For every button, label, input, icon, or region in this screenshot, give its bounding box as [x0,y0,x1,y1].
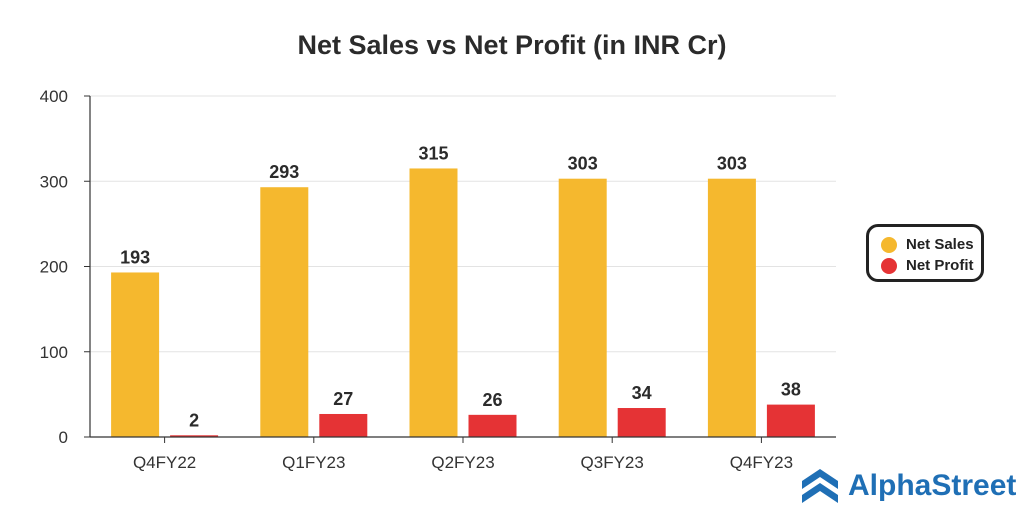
data-label-net-sales-q4fy23: 303 [717,154,747,174]
legend-label-net-sales: Net Sales [906,236,974,253]
data-label-net-sales-q1fy23: 293 [269,162,299,182]
chart-title: Net Sales vs Net Profit (in INR Cr) [297,30,727,60]
legend: Net Sales Net Profit [866,224,984,282]
y-tick-label-200: 200 [40,258,68,277]
y-tick-label-300: 300 [40,172,68,191]
bar-net-profit-q1fy23 [319,413,368,437]
bar-net-sales-q4fy22 [111,272,160,437]
legend-item-net-profit: Net Profit [881,255,981,276]
bar-net-profit-q4fy22 [170,435,219,437]
y-tick-label-100: 100 [40,343,68,362]
y-axis: 0 100 200 300 400 [40,87,91,447]
x-tick-label-q4fy22: Q4FY22 [133,453,196,472]
y-tick-label-400: 400 [40,87,68,106]
x-tick-label-q2fy23: Q2FY23 [431,453,494,472]
bar-net-sales-q1fy23 [260,187,309,437]
data-labels: 193 2 293 27 315 26 303 34 303 38 [120,143,801,430]
bar-net-profit-q4fy23 [766,404,815,437]
brand-name: AlphaStreet [848,469,1017,502]
legend-item-net-sales: Net Sales [881,234,981,255]
bar-net-sales-q4fy23 [707,178,756,437]
x-tick-label-q3fy23: Q3FY23 [581,453,644,472]
data-label-net-profit-q2fy23: 26 [482,390,502,410]
x-tick-label-q4fy23: Q4FY23 [730,453,793,472]
x-axis: Q4FY22 Q1FY23 Q2FY23 Q3FY23 Q4FY23 [90,436,836,472]
legend-swatch-net-sales [881,236,897,253]
bar-net-sales-q2fy23 [409,168,458,437]
data-label-net-sales-q2fy23: 315 [418,143,448,163]
bars [111,168,815,437]
bar-net-profit-q3fy23 [617,408,666,437]
x-tick-label-q1fy23: Q1FY23 [282,453,345,472]
data-label-net-profit-q4fy22: 2 [189,410,199,430]
legend-swatch-net-profit [881,257,897,274]
alphastreet-logo-icon [802,469,838,503]
data-label-net-profit-q3fy23: 34 [632,383,652,403]
bar-net-profit-q2fy23 [468,414,517,437]
bar-net-sales-q3fy23 [558,178,607,437]
y-tick-label-0: 0 [59,428,68,447]
brand-logo: AlphaStreet [800,466,1016,506]
data-label-net-sales-q4fy22: 193 [120,247,150,267]
data-label-net-profit-q1fy23: 27 [333,389,353,409]
data-label-net-profit-q4fy23: 38 [781,380,801,400]
legend-label-net-profit: Net Profit [906,257,974,274]
data-label-net-sales-q3fy23: 303 [568,154,598,174]
